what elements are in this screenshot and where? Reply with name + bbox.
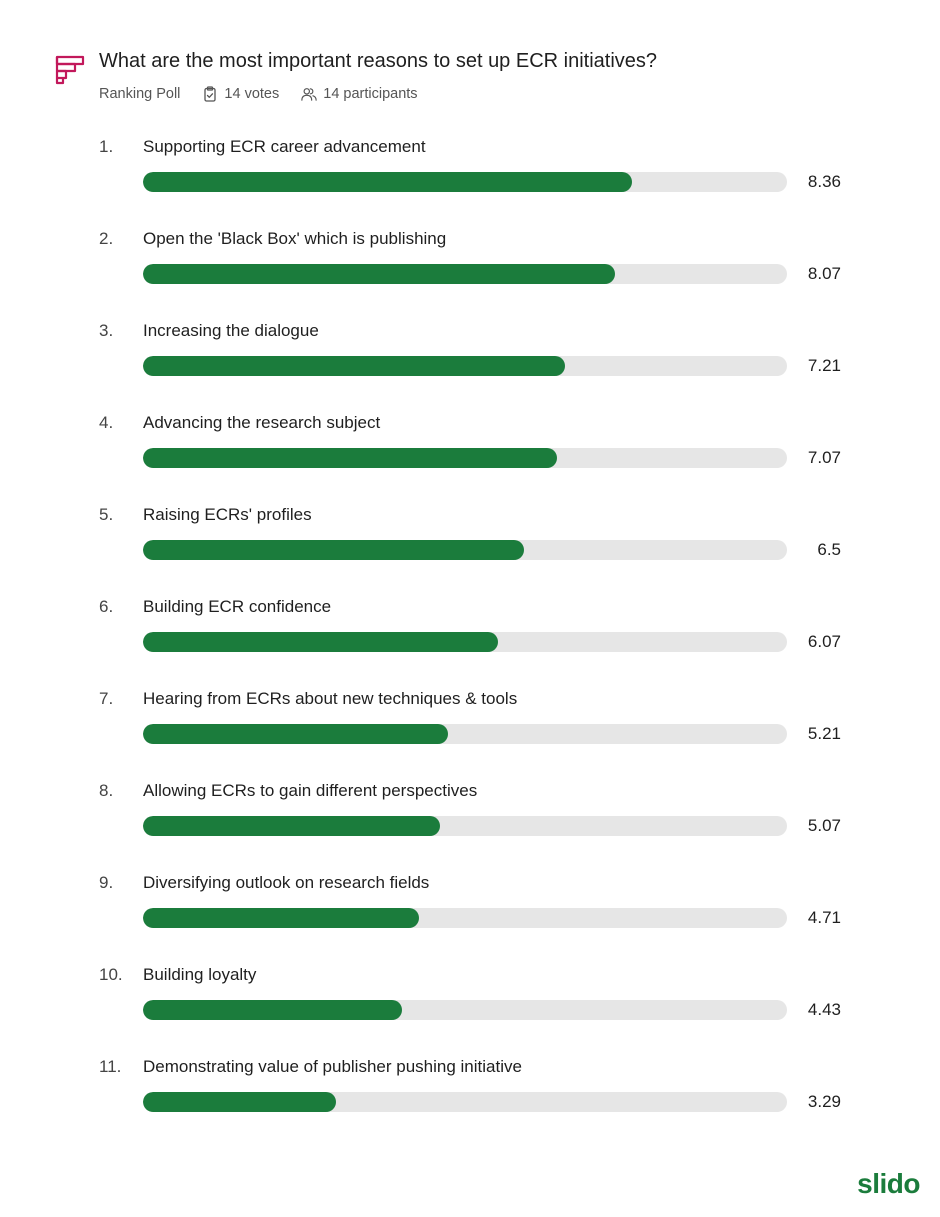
- score-value: 3.29: [807, 1092, 841, 1111]
- poll-meta: Ranking Poll 14 votes: [99, 86, 418, 102]
- bar-fill: [143, 1000, 402, 1020]
- bar-track: [143, 356, 787, 376]
- bar-fill: [143, 264, 615, 284]
- rank-number: 6.: [99, 597, 114, 616]
- option-label: Open the 'Black Box' which is publishing: [143, 229, 447, 248]
- bar-fill: [143, 1092, 336, 1112]
- votes-label: 14 votes: [224, 86, 280, 102]
- ranking-item: 5. Raising ECRs' profiles 6.5: [0, 505, 940, 575]
- ranking-item: 4. Advancing the research subject 7.07: [0, 413, 940, 483]
- bar-fill: [143, 448, 557, 468]
- rank-number: 4.: [99, 413, 114, 432]
- bar-track: [143, 816, 787, 836]
- option-label: Supporting ECR career advancement: [143, 137, 426, 156]
- bar-fill: [143, 816, 440, 836]
- option-label: Building ECR confidence: [143, 597, 332, 616]
- bar-fill: [143, 172, 632, 192]
- ranking-item: 7. Hearing from ECRs about new techniques…: [0, 689, 940, 759]
- rank-number: 3.: [99, 321, 114, 340]
- score-value: 5.21: [807, 724, 841, 743]
- score-value: 4.71: [807, 908, 841, 927]
- clipboard-check-icon: [204, 86, 217, 102]
- bar-track: [143, 724, 787, 744]
- ranking-item: 1. Supporting ECR career advancement 8.36: [0, 137, 940, 207]
- bar-fill: [143, 724, 448, 744]
- rank-number: 2.: [99, 229, 114, 248]
- score-value: 7.07: [807, 448, 841, 467]
- bar-track: [143, 632, 787, 652]
- votes-count: 14 votes: [202, 86, 279, 102]
- slido-logo: slido: [857, 1168, 920, 1199]
- bar-track: [143, 264, 787, 284]
- bar-track: [143, 1092, 787, 1112]
- score-value: 6.07: [807, 632, 841, 651]
- option-label: Demonstrating value of publisher pushing…: [143, 1057, 522, 1076]
- rank-number: 7.: [99, 689, 114, 708]
- option-label: Advancing the research subject: [143, 413, 381, 432]
- bar-fill: [143, 632, 498, 652]
- score-value: 8.07: [807, 264, 841, 283]
- ranking-item: 10. Building loyalty 4.43: [0, 965, 940, 1035]
- ranking-item: 9. Diversifying outlook on research field…: [0, 873, 940, 943]
- option-label: Increasing the dialogue: [143, 321, 319, 340]
- people-icon: [301, 88, 317, 101]
- bar-fill: [143, 908, 419, 928]
- rank-number: 1.: [99, 137, 114, 156]
- option-label: Diversifying outlook on research fields: [143, 873, 430, 892]
- rank-number: 8.: [99, 781, 114, 800]
- rank-number: 10.: [99, 965, 123, 984]
- ranking-item: 2. Open the 'Black Box' which is publishi…: [0, 229, 940, 299]
- bar-track: [143, 908, 787, 928]
- bar-track: [143, 540, 787, 560]
- score-value: 4.43: [807, 1000, 841, 1019]
- option-label: Allowing ECRs to gain different perspect…: [143, 781, 478, 800]
- bar-track: [143, 1000, 787, 1020]
- bar-fill: [143, 356, 565, 376]
- ranking-poll-icon: [55, 55, 85, 85]
- poll-type-label: Ranking Poll: [99, 86, 181, 102]
- ranking-item: 8. Allowing ECRs to gain different perspe…: [0, 781, 940, 851]
- ranking-item: 11. Demonstrating value of publisher push…: [0, 1057, 940, 1127]
- poll-question: What are the most important reasons to s…: [99, 50, 658, 72]
- participants-count: 14 participants: [301, 86, 418, 102]
- ranking-item: 6. Building ECR confidence 6.07: [0, 597, 940, 667]
- option-label: Hearing from ECRs about new techniques &…: [143, 689, 518, 708]
- bar-track: [143, 172, 787, 192]
- score-value: 7.21: [807, 356, 841, 375]
- option-label: Building loyalty: [143, 965, 257, 984]
- ranking-item: 3. Increasing the dialogue 7.21: [0, 321, 940, 391]
- score-value: 6.5: [817, 540, 841, 559]
- bar-track: [143, 448, 787, 468]
- score-value: 8.36: [807, 172, 841, 191]
- option-label: Raising ECRs' profiles: [143, 505, 312, 524]
- rank-number: 11.: [99, 1057, 122, 1076]
- score-value: 5.07: [807, 816, 841, 835]
- bar-fill: [143, 540, 524, 560]
- participants-label: 14 participants: [323, 86, 418, 102]
- rank-number: 9.: [99, 873, 114, 892]
- poll-header: What are the most important reasons to s…: [0, 0, 940, 120]
- rank-number: 5.: [99, 505, 114, 524]
